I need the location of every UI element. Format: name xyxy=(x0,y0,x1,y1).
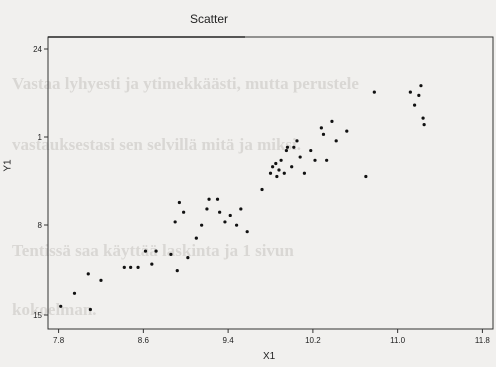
data-point xyxy=(285,145,290,149)
data-point xyxy=(239,207,243,211)
data-point xyxy=(295,139,299,143)
y-axis: 24 1 8 15 xyxy=(33,45,48,320)
data-point xyxy=(143,249,148,253)
data-point xyxy=(321,132,326,136)
x-axis: 7.8 8.6 9.4 10.2 11.0 11.8 xyxy=(53,329,490,345)
data-point xyxy=(186,256,190,260)
background-text-line: vastauksestasi sen selvillä mitä ja miks… xyxy=(12,135,302,154)
data-point xyxy=(207,197,211,201)
x-tick-label: 11.8 xyxy=(475,336,491,345)
data-point xyxy=(302,171,307,175)
x-tick-label: 8.6 xyxy=(138,336,150,345)
data-point xyxy=(292,145,296,149)
data-point xyxy=(177,200,181,205)
data-point xyxy=(282,171,286,175)
data-point xyxy=(419,84,423,88)
data-point xyxy=(417,93,421,97)
data-point xyxy=(412,103,417,107)
data-point xyxy=(325,158,329,162)
data-point xyxy=(129,265,133,269)
data-point xyxy=(284,148,288,153)
y-tick-label: 24 xyxy=(33,45,42,54)
data-point xyxy=(298,155,302,159)
data-point xyxy=(136,265,140,269)
x-tick-label: 9.4 xyxy=(223,336,235,345)
data-point xyxy=(200,223,204,227)
data-point xyxy=(218,210,222,214)
data-point xyxy=(313,158,317,162)
x-tick-label: 11.0 xyxy=(390,336,406,345)
background-text-line: Tentissä saa käyttää laskinta ja 1 sivun xyxy=(12,241,294,260)
x-tick-label: 7.8 xyxy=(53,336,65,345)
data-point xyxy=(277,168,281,172)
data-point xyxy=(175,269,179,273)
data-point xyxy=(150,262,154,266)
data-points xyxy=(59,84,426,312)
data-point xyxy=(86,272,90,276)
data-point xyxy=(228,213,232,218)
chart-title: Scatter xyxy=(190,12,229,26)
data-point xyxy=(99,278,103,282)
data-point xyxy=(372,90,376,94)
data-point xyxy=(408,90,412,94)
data-point xyxy=(223,220,227,224)
data-point xyxy=(154,249,158,253)
data-point xyxy=(169,252,173,256)
data-point xyxy=(260,187,264,192)
y-tick-label: 15 xyxy=(33,311,42,320)
plot-frame xyxy=(47,36,494,330)
x-axis-label: X1 xyxy=(263,351,276,362)
data-point xyxy=(234,223,239,227)
data-point xyxy=(309,148,313,153)
x-tick-label: 10.2 xyxy=(305,336,321,345)
y-axis-label: Y1 xyxy=(2,159,14,172)
data-point xyxy=(275,174,279,179)
data-point xyxy=(194,236,198,240)
data-point xyxy=(215,197,220,201)
data-point xyxy=(173,220,177,224)
data-point xyxy=(364,174,368,179)
y-tick-label: 8 xyxy=(38,221,43,230)
data-point xyxy=(59,304,63,308)
data-point xyxy=(271,165,275,169)
data-point xyxy=(72,291,77,295)
data-point xyxy=(268,171,273,175)
data-point xyxy=(205,207,209,211)
background-text-line: kokoelman. xyxy=(12,300,97,319)
y-tick-label: 1 xyxy=(38,133,43,142)
data-point xyxy=(345,129,349,133)
data-point xyxy=(290,165,294,169)
data-point xyxy=(182,210,186,214)
data-point xyxy=(279,158,283,162)
data-point xyxy=(245,230,249,234)
data-point xyxy=(422,123,426,127)
data-point xyxy=(319,126,323,130)
data-point xyxy=(122,265,126,269)
background-text-line: Vastaa lyhyesti ja ytimekkäästi, mutta p… xyxy=(12,74,359,93)
data-point xyxy=(88,307,92,312)
data-point xyxy=(334,139,338,143)
data-point xyxy=(421,116,425,120)
data-point xyxy=(330,119,334,123)
data-point xyxy=(274,161,278,166)
